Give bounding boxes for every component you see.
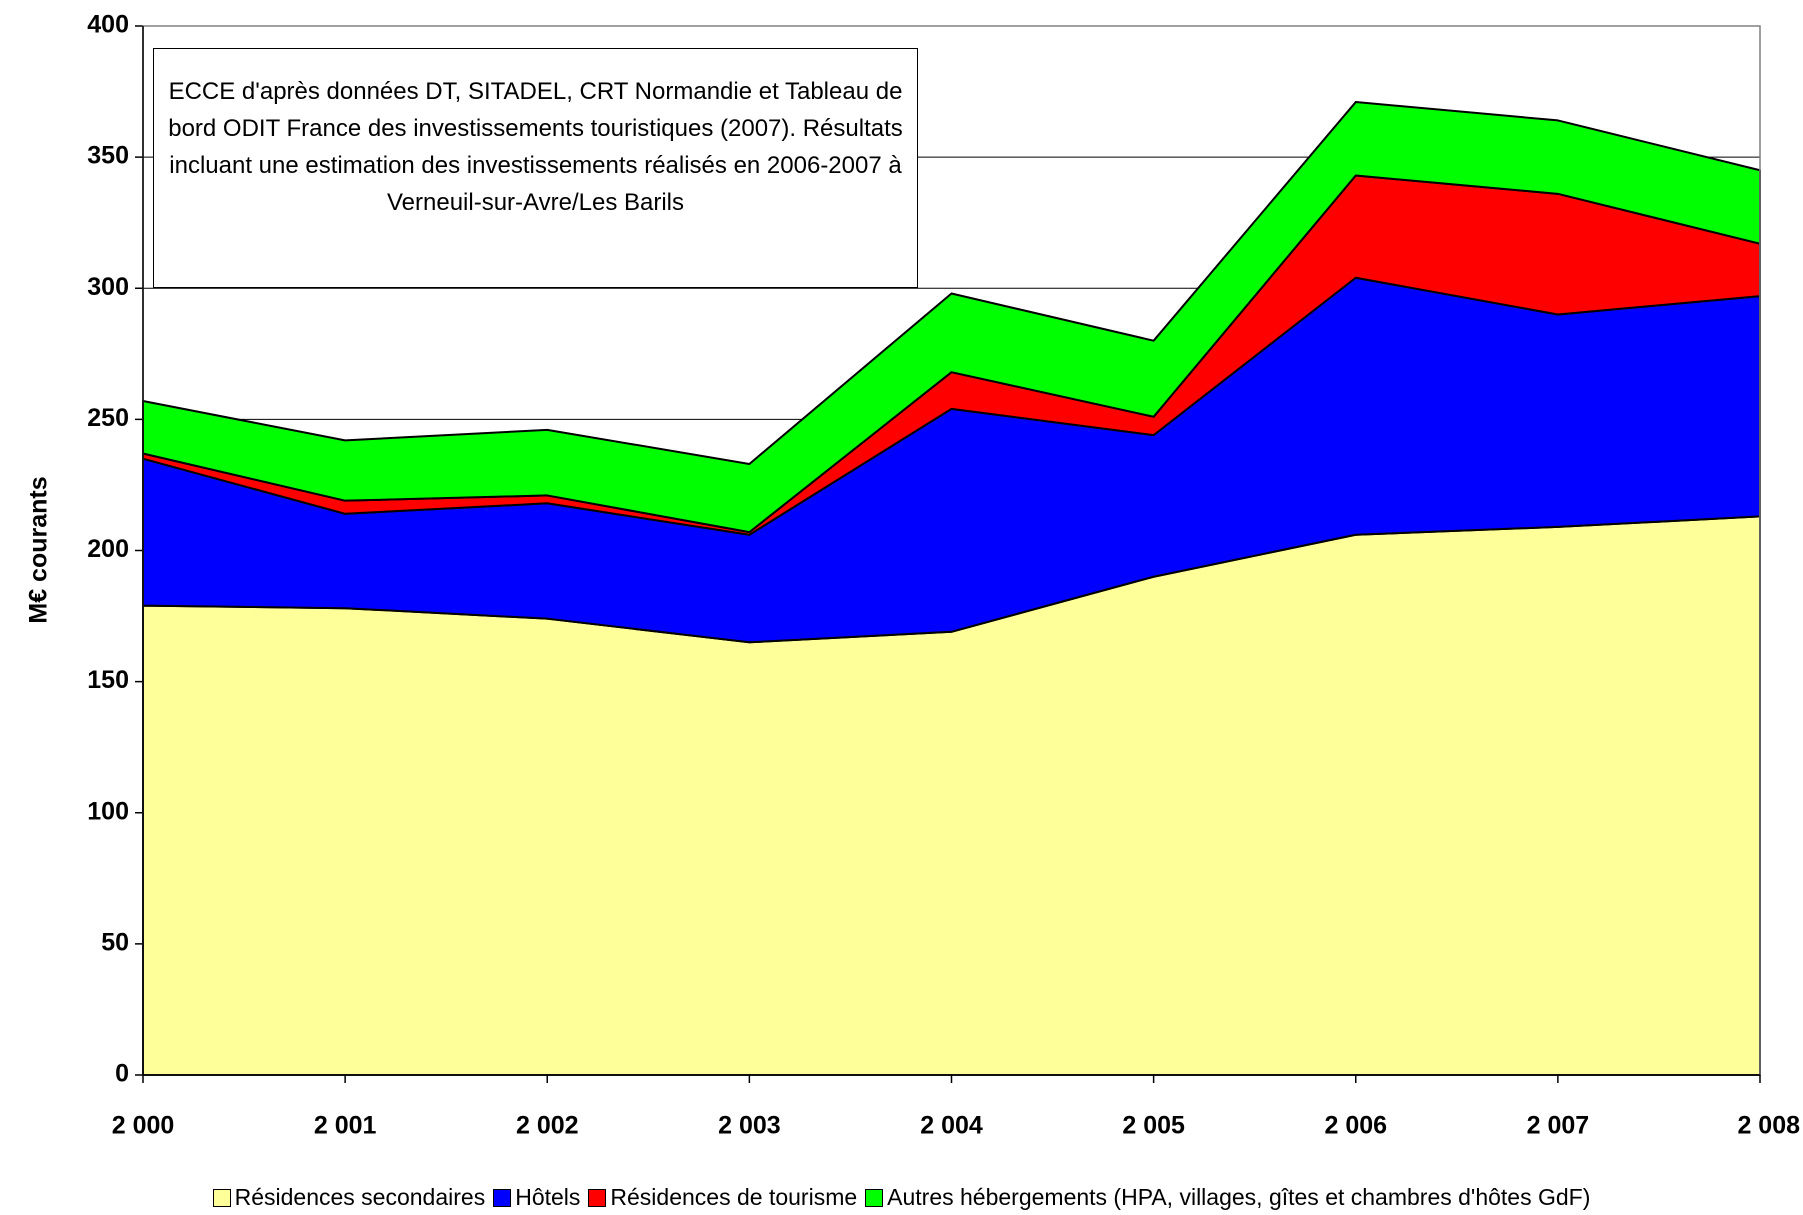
x-tick-label: 2 006 — [1324, 1112, 1387, 1140]
y-tick-label: 150 — [87, 666, 129, 694]
x-tick-label: 2 008 — [1737, 1112, 1800, 1140]
legend-label: Hôtels — [515, 1184, 581, 1210]
x-tick-label: 2 004 — [920, 1112, 983, 1140]
x-tick-label: 2 005 — [1122, 1112, 1185, 1140]
y-tick-label: 250 — [87, 404, 129, 432]
legend-label: Résidences secondaires — [234, 1184, 486, 1210]
y-tick-label: 100 — [87, 797, 129, 825]
x-tick-label: 2 007 — [1527, 1112, 1590, 1140]
y-tick-label: 0 — [115, 1060, 129, 1088]
y-axis-label: M€ courants — [25, 476, 53, 623]
legend-item: Résidences secondaires — [212, 1184, 486, 1211]
y-tick-label: 50 — [101, 928, 129, 956]
x-tick-label: 2 001 — [314, 1112, 377, 1140]
legend-swatch — [588, 1188, 607, 1207]
y-tick-label: 300 — [87, 273, 129, 301]
x-tick-label: 2 002 — [516, 1112, 579, 1140]
y-tick-label: 400 — [87, 11, 129, 39]
legend-item: Autres hébergements (HPA, villages, gîte… — [865, 1184, 1590, 1211]
legend-swatch — [212, 1188, 231, 1207]
annotation: ECCE d'après données DT, SITADEL, CRT No… — [153, 48, 918, 288]
y-tick-label: 350 — [87, 142, 129, 170]
legend: Résidences secondaires Hôtels Résidences d… — [0, 1184, 1803, 1211]
x-tick-label: 2 000 — [112, 1112, 175, 1140]
y-tick-label: 200 — [87, 535, 129, 563]
legend-label: Autres hébergements (HPA, villages, gîte… — [887, 1184, 1591, 1210]
legend-item: Résidences de tourisme — [588, 1184, 857, 1211]
legend-swatch — [865, 1188, 884, 1207]
legend-item: Hôtels — [493, 1184, 580, 1211]
x-tick-label: 2 003 — [718, 1112, 781, 1140]
legend-label: Résidences de tourisme — [610, 1184, 858, 1210]
legend-swatch — [493, 1188, 512, 1207]
